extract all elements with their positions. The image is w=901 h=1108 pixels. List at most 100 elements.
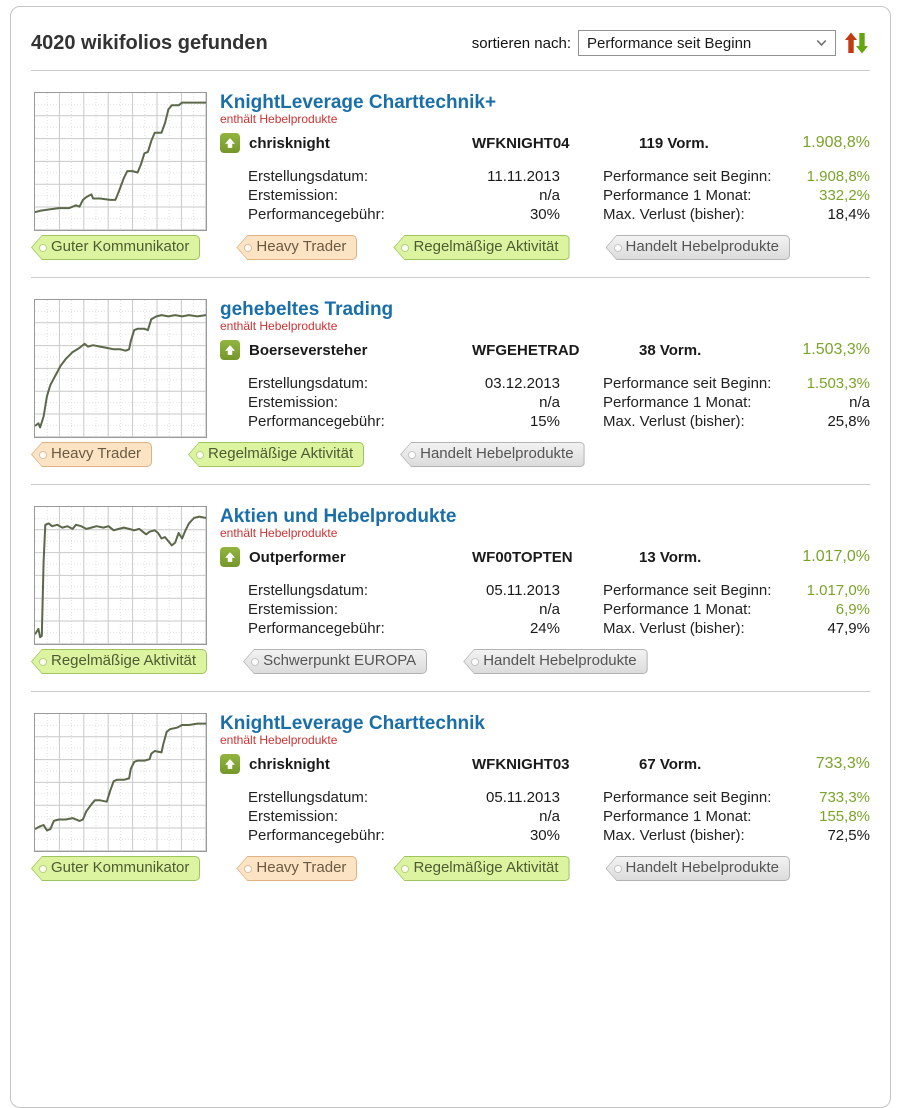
tag-handelt-hebelprodukte: Handelt Hebelprodukte <box>463 649 648 674</box>
chevron-down-icon <box>816 39 827 47</box>
tag-hole-icon <box>402 244 409 251</box>
page-title: 4020 wikifolios gefunden <box>31 31 268 54</box>
trader-name-link[interactable]: Outperformer <box>249 548 346 566</box>
tag-heavy-trader: Heavy Trader <box>31 442 153 467</box>
tag-hole-icon <box>40 451 46 458</box>
wikifolio-title-link[interactable]: KnightLeverage Charttechnik <box>220 713 485 734</box>
tag-hole-icon <box>614 244 621 251</box>
wikifolio-card: KnightLeverage Charttechnik enthält Hebe… <box>31 692 870 898</box>
tag-hole-icon <box>614 865 621 872</box>
first-issue-label: Erstemission: <box>248 394 339 411</box>
performance-1m-value: 155,8% <box>819 808 870 825</box>
created-date-value: 05.11.2013 <box>486 789 560 806</box>
performance-chart-thumbnail[interactable] <box>34 506 207 645</box>
created-date-value: 03.12.2013 <box>484 375 560 392</box>
tag-guter-kommunikator: Guter Kommunikator <box>31 856 201 881</box>
tag-schwerpunkt-europa: Schwerpunkt EUROPA <box>243 649 428 674</box>
perf-since-start-value: 1.908,8% <box>806 168 870 185</box>
max-loss-value: 25,8% <box>827 413 870 430</box>
tag-hole-icon <box>402 865 409 872</box>
first-issue-value: n/a <box>539 187 560 204</box>
tag-heavy-trader: Heavy Trader <box>236 856 358 881</box>
tag-hole-icon <box>252 658 259 665</box>
results-panel: 4020 wikifolios gefunden sortieren nach:… <box>10 6 891 1108</box>
tag-handelt-hebelprodukte: Handelt Hebelprodukte <box>605 235 790 260</box>
first-issue-label: Erstemission: <box>248 187 339 204</box>
perf-since-start-label: Performance seit Beginn: <box>603 789 772 806</box>
tag-handelt-hebelprodukte: Handelt Hebelprodukte <box>400 442 585 467</box>
perf-since-start-label: Performance seit Beginn: <box>603 375 772 392</box>
created-date-label: Erstellungsdatum: <box>248 168 369 185</box>
reservations-count: 119 Vorm. <box>639 134 709 152</box>
tag-hole-icon <box>197 451 204 458</box>
tag-hole-icon <box>472 658 479 665</box>
reservations-count: 38 Vorm. <box>639 341 702 359</box>
performance-chart-thumbnail[interactable] <box>34 713 207 852</box>
leverage-warning-text: enthält Hebelprodukte <box>220 112 338 126</box>
performance-1m-value: 332,2% <box>819 187 870 204</box>
performance-total-value: 1.017,0% <box>802 548 870 565</box>
wikifolio-title-link[interactable]: KnightLeverage Charttechnik+ <box>220 92 497 113</box>
tag-hole-icon <box>40 865 46 872</box>
trader-name-link[interactable]: chrisknight <box>249 755 330 773</box>
sparkline-chart-icon <box>35 714 206 851</box>
perf-since-start-label: Performance seit Beginn: <box>603 582 772 599</box>
fee-label: Performancegebühr: <box>248 620 385 637</box>
created-date-label: Erstellungsdatum: <box>248 375 369 392</box>
fee-value: 30% <box>529 827 560 844</box>
first-issue-label: Erstemission: <box>248 808 339 825</box>
wikifolio-card: KnightLeverage Charttechnik+ enthält Heb… <box>31 71 870 278</box>
reservations-count: 13 Vorm. <box>639 548 702 566</box>
tag-regelm-ige-aktivit-t: Regelmäßige Aktivität <box>188 442 365 467</box>
max-loss-label: Max. Verlust (bisher): <box>603 413 745 430</box>
wikifolio-symbol: WFGEHETRAD <box>472 341 580 359</box>
tag-hole-icon <box>40 658 46 665</box>
tag-regelm-ige-aktivit-t: Regelmäßige Aktivität <box>393 235 570 260</box>
max-loss-label: Max. Verlust (bisher): <box>603 206 745 223</box>
wikifolio-symbol: WF00TOPTEN <box>472 548 573 566</box>
leverage-warning-text: enthält Hebelprodukte <box>220 733 338 747</box>
leverage-warning-text: enthält Hebelprodukte <box>220 526 338 540</box>
sparkline-chart-icon <box>35 93 206 230</box>
max-loss-label: Max. Verlust (bisher): <box>603 827 745 844</box>
leverage-warning-text: enthält Hebelprodukte <box>220 319 338 333</box>
trader-name-link[interactable]: Boerseversteher <box>249 341 368 359</box>
wikifolio-symbol: WFKNIGHT03 <box>472 755 570 773</box>
perf-1m-label: Performance 1 Monat: <box>603 808 752 825</box>
tag-row: Regelmäßige Aktivität Schwerpunkt EUROPA H… <box>31 649 870 674</box>
trader-name-link[interactable]: chrisknight <box>249 134 330 152</box>
fee-value: 15% <box>529 413 560 430</box>
created-date-value: 05.11.2013 <box>486 582 560 599</box>
fee-label: Performancegebühr: <box>248 413 385 430</box>
tag-hole-icon <box>40 244 46 251</box>
sort-arrows-icon <box>845 32 868 54</box>
tag-regelm-ige-aktivit-t: Regelmäßige Aktivität <box>393 856 570 881</box>
performance-1m-value: 6,9% <box>835 601 870 618</box>
sort-select-value: Performance seit Beginn <box>587 34 752 52</box>
sort-direction-button[interactable] <box>843 31 870 55</box>
performance-chart-thumbnail[interactable] <box>34 299 207 438</box>
wikifolio-title-link[interactable]: Aktien und Hebelprodukte <box>220 506 457 527</box>
first-issue-label: Erstemission: <box>248 601 339 618</box>
first-issue-value: n/a <box>539 601 560 618</box>
tag-guter-kommunikator: Guter Kommunikator <box>31 235 201 260</box>
tag-row: Guter Kommunikator Heavy Trader Regelmäßig… <box>31 856 870 881</box>
sparkline-chart-icon <box>35 507 206 644</box>
fee-label: Performancegebühr: <box>248 827 385 844</box>
wikifolio-title-link[interactable]: gehebeltes Trading <box>220 299 394 320</box>
max-loss-value: 72,5% <box>827 827 870 844</box>
trend-up-badge-icon <box>220 754 240 774</box>
tag-row: Heavy Trader Regelmäßige Aktivität Handelt… <box>31 442 870 467</box>
max-loss-value: 47,9% <box>827 620 870 637</box>
performance-total-value: 733,3% <box>815 755 870 772</box>
sort-select[interactable]: Performance seit Beginn <box>578 30 836 56</box>
perf-since-start-value: 733,3% <box>819 789 870 806</box>
first-issue-value: n/a <box>539 808 560 825</box>
sparkline-chart-icon <box>35 300 206 437</box>
performance-chart-thumbnail[interactable] <box>34 92 207 231</box>
fee-value: 30% <box>529 206 560 223</box>
wikifolio-list: KnightLeverage Charttechnik+ enthält Heb… <box>11 71 890 898</box>
created-date-label: Erstellungsdatum: <box>248 582 369 599</box>
wikifolio-card: gehebeltes Trading enthält Hebelprodukte… <box>31 278 870 485</box>
perf-1m-label: Performance 1 Monat: <box>603 601 752 618</box>
